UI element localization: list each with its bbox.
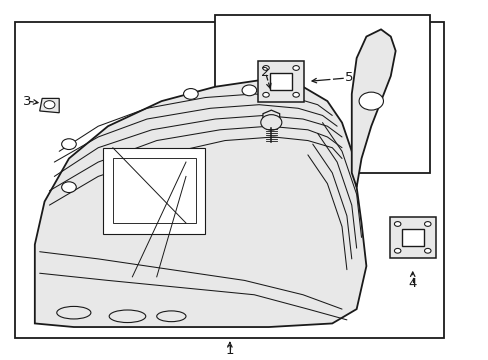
Circle shape xyxy=(292,93,299,97)
Circle shape xyxy=(262,66,269,70)
Polygon shape xyxy=(40,98,59,113)
Circle shape xyxy=(394,248,400,253)
Bar xyxy=(15,22,444,338)
Circle shape xyxy=(260,115,281,130)
Circle shape xyxy=(358,92,383,110)
Text: 2: 2 xyxy=(261,66,269,79)
Text: 4: 4 xyxy=(407,278,416,291)
Circle shape xyxy=(262,93,269,97)
Polygon shape xyxy=(35,80,366,327)
Circle shape xyxy=(61,139,76,149)
Circle shape xyxy=(292,66,299,70)
Bar xyxy=(257,61,304,102)
Circle shape xyxy=(183,89,198,99)
Text: 5: 5 xyxy=(345,71,353,84)
Bar xyxy=(401,229,423,246)
Bar xyxy=(103,148,205,234)
Bar xyxy=(113,158,195,223)
Polygon shape xyxy=(263,110,279,124)
Circle shape xyxy=(61,182,76,193)
Circle shape xyxy=(424,222,430,226)
Circle shape xyxy=(44,101,55,109)
Polygon shape xyxy=(351,30,395,187)
Circle shape xyxy=(394,222,400,226)
Bar xyxy=(269,73,292,90)
Text: 1: 1 xyxy=(225,344,234,357)
Text: 3: 3 xyxy=(23,95,32,108)
Circle shape xyxy=(242,85,256,96)
Bar xyxy=(389,217,435,258)
Circle shape xyxy=(424,248,430,253)
Bar xyxy=(215,15,429,173)
